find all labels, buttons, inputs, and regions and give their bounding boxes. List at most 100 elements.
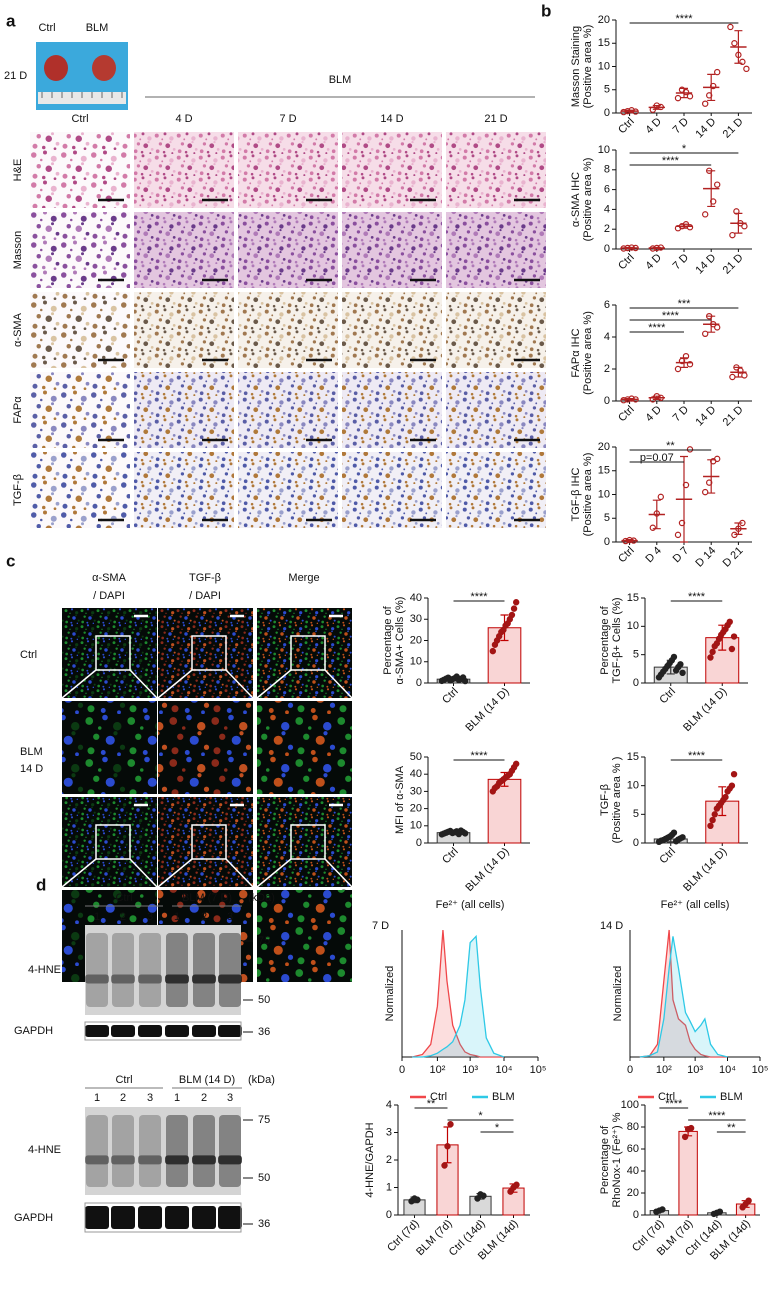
lane-label: 2 — [201, 1092, 207, 1104]
x-tick-label: Ctrl — [616, 404, 637, 425]
data-point — [441, 1162, 448, 1169]
data-point — [678, 357, 686, 365]
data-point — [670, 829, 678, 836]
channel-label: / DAPI — [189, 590, 221, 602]
histology-image — [446, 452, 546, 528]
x-tick-label: Ctrl — [616, 116, 637, 137]
photo-label: Ctrl — [38, 22, 55, 34]
row-label: H&E — [12, 159, 24, 182]
y-tick-label: 15 — [627, 592, 639, 604]
data-point — [706, 313, 713, 320]
y-tick-label: 3 — [386, 1126, 392, 1138]
y-tick-label: 4 — [604, 331, 610, 343]
lane-label: 2 — [201, 911, 207, 923]
y-tick-label: 0 — [633, 837, 639, 849]
marker-label: 75 — [258, 935, 270, 947]
data-point — [722, 793, 729, 801]
panel-label: a — [6, 11, 16, 30]
zoom-box — [191, 824, 227, 860]
data-point — [620, 108, 627, 116]
x-tick-label: 7 D — [671, 116, 692, 137]
data-point — [657, 244, 665, 251]
data-point — [716, 1208, 724, 1215]
data-point — [632, 396, 639, 403]
column-label: 7 D — [279, 113, 296, 125]
row-label: 14 D — [20, 763, 43, 775]
significance-label: *** — [678, 298, 692, 310]
blot-band — [192, 1155, 216, 1165]
y-tick-label: 10 — [410, 820, 422, 832]
lung — [44, 55, 68, 81]
x-tick-label: 10³ — [687, 1064, 703, 1076]
data-point — [414, 1196, 421, 1204]
unit-label: (kDa) — [248, 1074, 275, 1086]
y-tick-label: 10 — [627, 620, 639, 632]
x-tick-label: 14 D — [693, 404, 718, 429]
data-point — [512, 760, 520, 768]
photo-label: BLM — [86, 22, 109, 34]
data-point — [659, 1206, 666, 1213]
data-point — [702, 330, 709, 337]
data-point — [745, 1197, 752, 1204]
data-point — [507, 1188, 514, 1195]
column-label: Ctrl — [71, 113, 88, 125]
histology-image — [238, 292, 338, 368]
y-axis-label: α-SMA IHC — [570, 172, 582, 227]
blot — [84, 1202, 242, 1233]
data-point — [682, 221, 690, 228]
data-point — [657, 493, 665, 501]
x-tick-label: BLM (14 D) — [463, 846, 511, 894]
protein-label: 4-HNE — [28, 1144, 61, 1156]
lane-label: 2 — [120, 911, 126, 923]
zoom-line — [225, 858, 254, 888]
data-point — [649, 245, 657, 252]
panel-label: b — [541, 1, 551, 20]
blot-band — [112, 933, 134, 1007]
data-point — [686, 361, 694, 368]
y-tick-label: 15 — [627, 751, 639, 763]
fluorescence-image — [158, 797, 253, 887]
y-tick-label: 40 — [410, 592, 422, 604]
data-point — [649, 106, 657, 113]
blot-band — [86, 933, 108, 1007]
y-axis-label: Percentage of — [382, 605, 394, 674]
group-label: BLM — [329, 74, 352, 86]
histology-image — [134, 452, 234, 528]
y-axis-label: α-SMA+ Cells (%) — [394, 597, 406, 685]
data-point — [702, 211, 709, 218]
lane-label: 1 — [174, 1092, 180, 1104]
data-point — [653, 510, 661, 517]
zoom-box — [95, 635, 131, 671]
data-point — [709, 648, 716, 656]
x-tick-label: 4 D — [643, 116, 664, 137]
legend-label: BLM — [492, 1091, 515, 1103]
y-tick-label: 0 — [416, 677, 422, 689]
histology-image — [30, 372, 130, 448]
blot — [84, 1021, 242, 1041]
y-axis-label: Normalized — [384, 966, 396, 1022]
data-point — [710, 321, 717, 328]
zoom-box — [290, 824, 326, 860]
zoom-line — [61, 669, 97, 699]
data-point — [706, 92, 713, 99]
group-label: BLM (7 D) — [182, 892, 232, 904]
blot-band — [138, 1155, 162, 1165]
y-tick-label: 30 — [410, 613, 422, 625]
y-tick-label: 20 — [627, 1187, 639, 1199]
data-point — [512, 599, 520, 606]
data-point — [741, 223, 748, 230]
zoom-line — [256, 669, 292, 699]
error-bar — [680, 455, 688, 543]
data-point — [489, 647, 497, 655]
y-tick-label: 0 — [386, 1209, 392, 1221]
blot-band — [111, 1155, 135, 1165]
data-point — [709, 816, 716, 824]
y-tick-label: 80 — [627, 1121, 639, 1133]
data-point — [620, 397, 627, 404]
lane-label: 3 — [147, 911, 153, 923]
y-tick-label: 4 — [604, 203, 610, 215]
y-axis-label: Percentage of — [599, 1125, 611, 1194]
histology-image — [446, 372, 546, 448]
y-axis-label: Masson Staining — [570, 26, 582, 107]
data-point — [461, 830, 469, 837]
